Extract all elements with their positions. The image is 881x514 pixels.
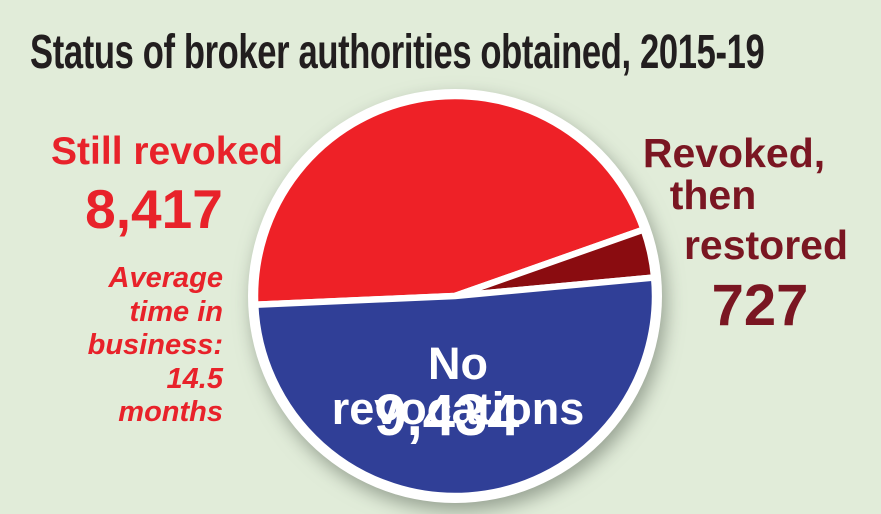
- label-no-revocations: No revocations: [331, 338, 585, 434]
- pie-slice-still-revoked: [251, 92, 648, 309]
- label-revoked-restored-line3: restored: [683, 222, 849, 268]
- value-no-revocations: 9,434: [374, 383, 520, 448]
- annotation-line: Average: [108, 262, 223, 294]
- annotation-line: 14.5: [166, 362, 223, 395]
- value-revoked-restored: 727: [711, 273, 809, 338]
- annotation-line: months: [118, 396, 223, 428]
- annotation-line: time in: [129, 295, 223, 328]
- label-revoked-restored-line1: Revoked,: [642, 130, 826, 176]
- annotation-average-time: Average time in business: 14.5 months: [0, 262, 223, 430]
- label-revoked-restored-line2: then: [669, 172, 757, 218]
- page-title: Status of broker authorities obtained, 2…: [30, 26, 765, 79]
- value-still-revoked: 8,417: [85, 178, 223, 240]
- pie-slice-no-revocations: [251, 273, 659, 500]
- annotation-line: business:: [87, 329, 223, 361]
- label-still-revoked: Still revoked: [51, 130, 283, 173]
